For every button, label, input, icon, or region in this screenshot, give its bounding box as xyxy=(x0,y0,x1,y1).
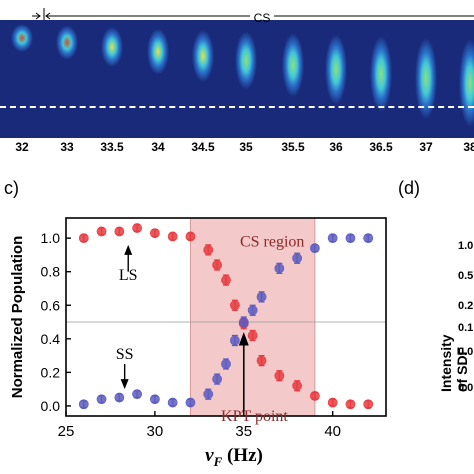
ss-data-point xyxy=(96,394,107,405)
ls-data-point xyxy=(345,399,356,410)
kpt-point-label: KPT point xyxy=(221,408,288,425)
x-tick-label: 30 xyxy=(147,423,164,440)
atom-cloud-image xyxy=(233,24,259,136)
dashed-reference-line xyxy=(0,106,474,108)
y-tick-label: 0.6 xyxy=(41,297,61,313)
atom-cloud-image xyxy=(9,24,35,136)
strip-tick-label: 37 xyxy=(419,140,433,154)
ss-data-point xyxy=(185,397,196,408)
y-tick-label: 1.0 xyxy=(41,230,61,246)
atom-cloud-image xyxy=(457,24,474,136)
y-tick-label: 0.4 xyxy=(41,331,61,347)
atom-cloud-image xyxy=(54,24,80,136)
ls-data-point xyxy=(229,300,240,311)
strip-tick-label: 33.5 xyxy=(100,140,124,154)
y-tick-label: 0.8 xyxy=(41,264,61,280)
ss-label: SS xyxy=(116,346,134,363)
ss-data-point xyxy=(212,374,223,384)
plot-frame xyxy=(65,217,387,417)
ss-data-point xyxy=(78,399,89,410)
ss-data-point xyxy=(247,305,258,316)
ls-data-point xyxy=(292,380,303,391)
ls-data-point xyxy=(185,231,196,242)
x-tick-label: 25 xyxy=(58,423,75,440)
panel-d-tick-label: 0.5 xyxy=(458,270,474,282)
cs-range-bracket xyxy=(32,8,474,20)
ls-data-point xyxy=(149,228,160,239)
ss-data-point xyxy=(363,233,374,244)
panel-d-label: (d) xyxy=(398,178,420,198)
ss-data-point xyxy=(229,335,240,346)
strip-tick-label: 32 xyxy=(15,140,29,154)
strip-tick-label: 36.5 xyxy=(369,140,393,154)
strip-tick-label: 35.5 xyxy=(281,140,305,154)
atom-cloud-image xyxy=(323,24,349,136)
panel-d-tick-label: 0.1 xyxy=(458,322,474,334)
ss-data-point xyxy=(221,359,231,369)
ls-data-point xyxy=(167,231,178,242)
ss-data-point xyxy=(256,291,267,302)
ls-data-point xyxy=(327,397,338,408)
ls-data-point xyxy=(78,233,89,244)
strip-tick-label: 38 xyxy=(463,140,474,154)
ls-data-point xyxy=(363,399,374,410)
ls-arrowhead xyxy=(124,244,133,255)
panel-d-tick-label: 1.0 xyxy=(458,240,474,252)
atom-cloud-image xyxy=(190,24,216,136)
x-tick-label: 35 xyxy=(235,423,252,440)
ls-data-point xyxy=(256,355,267,366)
ls-data-point xyxy=(221,275,231,285)
atom-cloud-image xyxy=(368,24,394,136)
ls-data-point xyxy=(274,370,285,381)
ls-data-point xyxy=(212,260,223,270)
x-axis-label: νF (Hz) xyxy=(205,445,263,469)
ss-data-point xyxy=(167,397,178,408)
strip-tick-label: 34 xyxy=(151,140,165,154)
absorption-image-strip xyxy=(0,20,474,138)
strip-tick-label: 35 xyxy=(239,140,253,154)
ss-data-point xyxy=(114,392,125,403)
atom-cloud-image xyxy=(413,24,439,136)
ls-data-point xyxy=(114,226,125,237)
panel-d-tick-label: 0.0 xyxy=(458,382,474,394)
atom-cloud-image xyxy=(99,24,125,136)
ls-data-point xyxy=(132,223,143,233)
ls-data-point xyxy=(309,390,320,401)
panel-d-tick-label: 0.2 xyxy=(458,300,474,312)
y-axis-label: Normalized Population xyxy=(9,236,26,399)
kpt-arrowhead xyxy=(238,332,249,346)
ss-arrowhead xyxy=(120,379,129,390)
ss-data-point xyxy=(203,389,214,400)
ls-data-point xyxy=(247,330,258,341)
population-chart: 25 30 35 40 0.0 0.2 0.4 0.6 0.8 1.0 Normalized Pop… xyxy=(9,217,387,469)
ls-data-point xyxy=(96,226,107,237)
x-tick-label: 40 xyxy=(324,423,341,440)
ss-data-point xyxy=(327,233,338,244)
atom-cloud-image xyxy=(145,24,171,136)
y-tick-label: 0.2 xyxy=(41,364,61,380)
cs-region-label: CS region xyxy=(240,234,304,251)
ss-data-point xyxy=(309,243,320,254)
ss-data-point xyxy=(345,233,356,244)
ss-data-point xyxy=(132,389,143,400)
ss-data-point xyxy=(149,394,160,405)
panel-d-tick-label: 0.0 xyxy=(458,346,474,358)
ss-data-point xyxy=(292,253,303,264)
strip-tick-label: 33 xyxy=(60,140,74,154)
y-tick-label: 0.0 xyxy=(41,398,61,414)
ss-data-point xyxy=(274,263,285,274)
panel-c-label: c) xyxy=(4,178,19,198)
atom-cloud-image xyxy=(280,24,306,136)
strip-tick-label: 36 xyxy=(329,140,343,154)
ls-label: LS xyxy=(119,267,138,284)
ls-data-point xyxy=(203,244,214,255)
strip-tick-label: 34.5 xyxy=(191,140,215,154)
ss-data-point xyxy=(238,317,249,327)
cs-top-label: CS xyxy=(253,11,271,25)
